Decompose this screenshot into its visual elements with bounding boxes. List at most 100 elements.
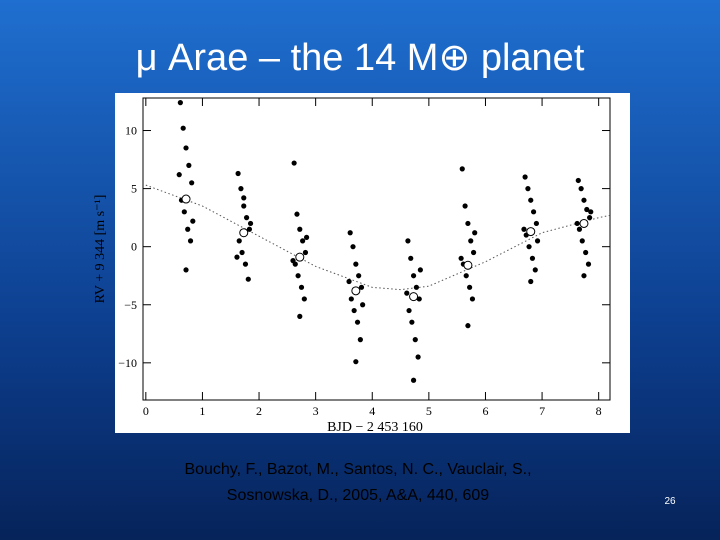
mean-point (463, 260, 473, 270)
data-point (189, 180, 195, 186)
data-point (522, 174, 528, 180)
mean-point (295, 252, 305, 262)
y-tick-label: −10 (118, 356, 137, 370)
data-point (587, 215, 593, 221)
data-point (528, 278, 534, 285)
data-point (360, 302, 366, 308)
data-point (346, 278, 352, 285)
data-point (472, 230, 478, 236)
data-point (180, 125, 186, 131)
data-point (183, 267, 189, 273)
data-point (530, 209, 537, 215)
data-point (245, 276, 251, 282)
y-tick-label: 5 (131, 182, 137, 196)
data-point (177, 100, 183, 106)
x-tick-label: 0 (143, 404, 149, 418)
data-point (528, 197, 534, 203)
data-point (297, 313, 303, 319)
citation-line: Bouchy, F., Bazot, M., Santos, N. C., Va… (184, 461, 531, 478)
data-point (183, 145, 189, 151)
x-tick-label: 7 (539, 404, 545, 418)
plot: 0 1 2 3 4 5 6 7 8 −10 −5 0 5 10 (118, 98, 611, 418)
data-point (578, 186, 584, 192)
y-axis-label: RV + 9 344 [m s⁻¹] (93, 195, 108, 304)
data-point (415, 354, 421, 360)
data-point (575, 177, 581, 184)
mean-point (239, 228, 249, 238)
data-point (584, 206, 590, 213)
data-point (185, 226, 191, 232)
data-point (410, 377, 417, 383)
citation-line: Sosnowska, D., 2005, A&A, 440, 609 (227, 487, 489, 504)
data-point (526, 244, 532, 250)
data-point (525, 186, 531, 192)
data-point (246, 226, 253, 232)
data-point (465, 323, 471, 329)
y-tick-label: 10 (125, 124, 137, 138)
plot-panel (115, 93, 630, 433)
data-point (576, 226, 583, 232)
data-point (354, 319, 361, 325)
x-tick-label: 4 (369, 404, 375, 418)
data-point (186, 162, 192, 168)
data-point (301, 296, 307, 302)
data-point (303, 234, 310, 240)
x-tick-label: 6 (482, 404, 488, 418)
data-point (243, 215, 250, 221)
data-point (294, 211, 300, 217)
data-point (234, 254, 240, 260)
data-point (297, 226, 303, 232)
data-point (468, 238, 474, 244)
data-point (459, 166, 465, 172)
data-point (581, 197, 587, 203)
mean-point (526, 227, 536, 237)
data-point (235, 170, 241, 177)
y-tick-label: 0 (131, 240, 137, 254)
data-point (291, 160, 297, 166)
data-point (404, 290, 410, 296)
data-point (470, 249, 477, 256)
data-point (413, 284, 420, 290)
mean-point (181, 194, 191, 204)
x-tick-label: 1 (199, 404, 205, 418)
data-point (583, 249, 589, 256)
data-point (521, 226, 527, 232)
data-point (295, 273, 301, 279)
data-point (358, 284, 365, 290)
data-point (187, 238, 194, 244)
data-point (410, 273, 417, 279)
data-point (353, 359, 359, 365)
data-point (581, 273, 587, 279)
data-point (348, 296, 354, 302)
data-point (350, 244, 356, 250)
data-point (406, 307, 412, 314)
x-tick-label: 2 (256, 404, 262, 418)
data-point (176, 172, 182, 178)
data-point (458, 255, 464, 261)
data-point (241, 195, 247, 201)
data-point (302, 249, 309, 256)
data-point (290, 258, 296, 264)
x-tick-label: 5 (426, 404, 432, 418)
data-point (409, 319, 415, 325)
data-point (356, 273, 362, 279)
data-point (239, 249, 245, 256)
data-point (298, 284, 305, 290)
data-point (585, 261, 592, 267)
data-point (533, 220, 540, 227)
data-point (241, 203, 247, 209)
data-point (351, 307, 357, 314)
data-point (405, 238, 411, 244)
data-point (300, 238, 306, 244)
data-point (579, 238, 585, 244)
x-tick-label: 3 (313, 404, 319, 418)
fit-curve (145, 184, 611, 291)
plot-frame (142, 97, 611, 401)
data-point (238, 186, 244, 192)
data-point (247, 220, 254, 227)
data-point (588, 209, 594, 215)
mean-point (351, 286, 361, 296)
data-point (463, 273, 469, 279)
